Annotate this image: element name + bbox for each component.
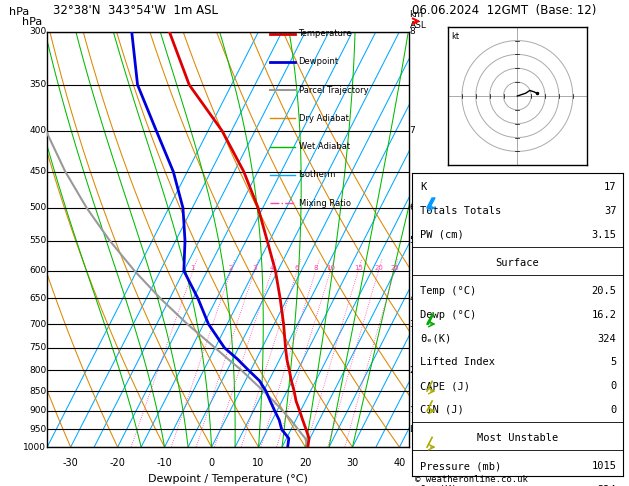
Text: θₑ (K): θₑ (K) xyxy=(420,485,458,486)
Text: 30: 30 xyxy=(347,457,359,468)
Text: 7: 7 xyxy=(409,126,415,136)
Text: Dewpoint / Temperature (°C): Dewpoint / Temperature (°C) xyxy=(148,474,308,484)
Text: 550: 550 xyxy=(29,236,47,245)
Text: -30: -30 xyxy=(63,457,79,468)
Text: 8: 8 xyxy=(409,27,415,36)
Text: 20.5: 20.5 xyxy=(591,286,616,296)
Text: Lifted Index: Lifted Index xyxy=(420,357,496,367)
Text: 3.15: 3.15 xyxy=(591,230,616,240)
Text: Isotherm: Isotherm xyxy=(299,171,336,179)
Text: km
ASL: km ASL xyxy=(409,10,426,30)
Text: 17: 17 xyxy=(604,182,616,192)
Text: 1: 1 xyxy=(191,265,195,271)
Text: Most Unstable: Most Unstable xyxy=(477,433,558,443)
Text: Mixing Ratio: Mixing Ratio xyxy=(299,199,350,208)
Text: 20: 20 xyxy=(299,457,312,468)
Text: 6: 6 xyxy=(409,204,415,212)
Text: 10: 10 xyxy=(326,265,335,271)
Text: 900: 900 xyxy=(29,406,47,415)
Text: LCL: LCL xyxy=(409,425,426,434)
Text: 4: 4 xyxy=(409,294,415,303)
Text: 500: 500 xyxy=(29,204,47,212)
Text: 16.2: 16.2 xyxy=(591,310,616,320)
Text: CAPE (J): CAPE (J) xyxy=(420,381,470,391)
Text: 450: 450 xyxy=(30,167,47,176)
Text: Temperature: Temperature xyxy=(299,29,352,38)
Text: 400: 400 xyxy=(30,126,47,136)
Text: 06.06.2024  12GMT  (Base: 12): 06.06.2024 12GMT (Base: 12) xyxy=(412,4,596,17)
Text: hPa: hPa xyxy=(9,7,30,17)
Text: 37: 37 xyxy=(604,206,616,216)
Text: 850: 850 xyxy=(29,386,47,396)
Text: 4: 4 xyxy=(270,265,274,271)
Text: Surface: Surface xyxy=(496,258,539,268)
Text: 0: 0 xyxy=(610,381,616,391)
Text: 1000: 1000 xyxy=(23,443,47,451)
Text: 650: 650 xyxy=(29,294,47,303)
Text: 25: 25 xyxy=(390,265,399,271)
Text: θₑ(K): θₑ(K) xyxy=(420,334,452,344)
Text: 950: 950 xyxy=(29,425,47,434)
Text: 0: 0 xyxy=(208,457,214,468)
Text: 3: 3 xyxy=(409,319,415,329)
Text: 750: 750 xyxy=(29,343,47,352)
Text: 600: 600 xyxy=(29,266,47,275)
Text: K: K xyxy=(420,182,426,192)
Text: 0: 0 xyxy=(610,405,616,415)
Text: Mixing Ratio (g/kg): Mixing Ratio (g/kg) xyxy=(429,196,438,282)
Text: Dry Adiabat: Dry Adiabat xyxy=(299,114,348,123)
Text: 324: 324 xyxy=(598,485,616,486)
Text: 2: 2 xyxy=(409,365,415,375)
Text: Temp (°C): Temp (°C) xyxy=(420,286,477,296)
Text: CIN (J): CIN (J) xyxy=(420,405,464,415)
Text: 40: 40 xyxy=(393,457,406,468)
Text: 800: 800 xyxy=(29,365,47,375)
Text: 5: 5 xyxy=(610,357,616,367)
Text: 20: 20 xyxy=(374,265,383,271)
Text: 6: 6 xyxy=(295,265,299,271)
Text: Dewp (°C): Dewp (°C) xyxy=(420,310,477,320)
Text: 5: 5 xyxy=(409,236,415,245)
Text: Dewpoint: Dewpoint xyxy=(299,57,338,67)
Text: PW (cm): PW (cm) xyxy=(420,230,464,240)
Text: © weatheronline.co.uk: © weatheronline.co.uk xyxy=(415,474,528,484)
Text: 15: 15 xyxy=(353,265,363,271)
Text: 2: 2 xyxy=(229,265,233,271)
Text: Parcel Trajectory: Parcel Trajectory xyxy=(299,86,368,95)
Text: 350: 350 xyxy=(29,80,47,89)
Text: Pressure (mb): Pressure (mb) xyxy=(420,461,502,471)
Text: 8: 8 xyxy=(313,265,318,271)
Text: Totals Totals: Totals Totals xyxy=(420,206,502,216)
Text: kt: kt xyxy=(451,32,459,41)
Text: hPa: hPa xyxy=(22,17,42,27)
Text: 1015: 1015 xyxy=(591,461,616,471)
Text: Wet Adiabat: Wet Adiabat xyxy=(299,142,350,151)
Text: 1: 1 xyxy=(409,406,415,415)
Text: -10: -10 xyxy=(157,457,172,468)
Text: 700: 700 xyxy=(29,319,47,329)
Text: 10: 10 xyxy=(252,457,265,468)
Text: 324: 324 xyxy=(598,334,616,344)
Text: -20: -20 xyxy=(109,457,126,468)
Text: 32°38'N  343°54'W  1m ASL: 32°38'N 343°54'W 1m ASL xyxy=(53,4,218,17)
Text: 300: 300 xyxy=(29,27,47,36)
Text: 3: 3 xyxy=(252,265,257,271)
